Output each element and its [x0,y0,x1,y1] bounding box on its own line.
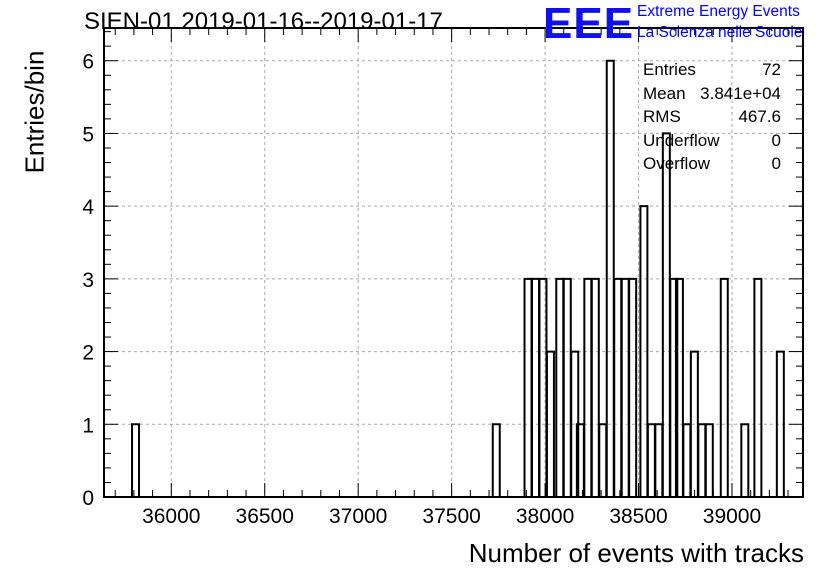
y-tick-label: 4 [82,196,94,219]
y-tick-label: 2 [82,342,94,365]
y-tick-label: 1 [82,414,94,437]
stat-underflow: Underflow 0 [643,131,781,155]
histogram-bin [628,277,638,497]
histogram-bin [583,277,593,497]
stat-value: 0 [771,130,781,150]
stat-rms: RMS 467.6 [643,107,781,131]
histogram-bin [620,277,630,497]
histogram-bin [661,132,671,497]
x-tick-label: 38500 [609,505,667,528]
histogram-bin [654,423,664,497]
axes [103,27,804,498]
histogram-bin [523,277,533,497]
stat-value: 467.6 [738,107,781,126]
y-axis-label: Entries/bin [19,50,50,174]
histogram-bin [555,277,565,497]
histogram-bin [646,423,656,497]
histogram-bin [639,205,649,497]
histogram-bin [753,277,763,497]
stat-label: Mean [643,83,686,103]
logo-caption-line2: La Scienza nelle Scuole [637,24,803,41]
histogram-bin [697,423,707,497]
eee-logo: EEE [543,0,635,48]
stat-value: 72 [762,60,781,79]
histogram-bin [669,277,679,497]
chart-title: SIEN-01 2019-01-16--2019-01-17 [84,8,443,35]
histogram-bin [545,350,555,497]
stat-mean: Mean 3.841e+04 [643,84,781,108]
stats-box: Entries 72 Mean 3.841e+04 RMS 467.6 Unde… [643,60,781,178]
histogram-bin [491,423,501,497]
histogram-bin [682,423,692,497]
histogram-bin [719,277,729,497]
stat-value: 0 [771,154,781,173]
stat-value: 3.841e+04 [700,83,781,103]
histogram-bin [598,423,608,497]
x-tick-label: 38000 [516,505,574,528]
x-tick-label: 37000 [329,505,387,528]
histogram-bin [131,423,141,497]
x-tick-label: 37500 [422,505,480,528]
histogram-bin [530,277,540,497]
y-tick-label: 3 [82,269,94,292]
x-tick-label: 39000 [703,505,761,528]
stat-label: Underflow [643,130,720,150]
histogram-bin [613,277,623,497]
y-tick-label: 5 [82,123,94,146]
y-tick-label: 0 [82,487,94,510]
logo-caption-line1: Extreme Energy Events [637,3,800,20]
stat-label: Overflow [643,154,711,173]
stat-entries: Entries 72 [643,60,781,84]
x-axis-label: Number of events with tracks [468,538,804,568]
histogram-bin [562,277,572,497]
histogram-bin [740,423,750,497]
axis-ticks: 36000 36500 37000 37500 38000 38500 39000 0 1 2 3 4… [82,28,803,528]
stat-label: RMS [643,107,681,126]
histogram-bin [674,277,684,497]
histogram-bins [131,59,785,497]
histogram-bin [775,350,785,497]
grid-lines [104,28,803,497]
stat-label: Entries [643,60,696,79]
stat-overflow: Overflow 0 [643,154,781,178]
y-tick-label: 6 [82,51,94,74]
histogram-bin [590,277,600,497]
plot-frame [103,27,804,498]
x-tick-label: 36500 [236,505,294,528]
x-tick-label: 36000 [142,505,200,528]
histogram-bin [704,423,714,497]
